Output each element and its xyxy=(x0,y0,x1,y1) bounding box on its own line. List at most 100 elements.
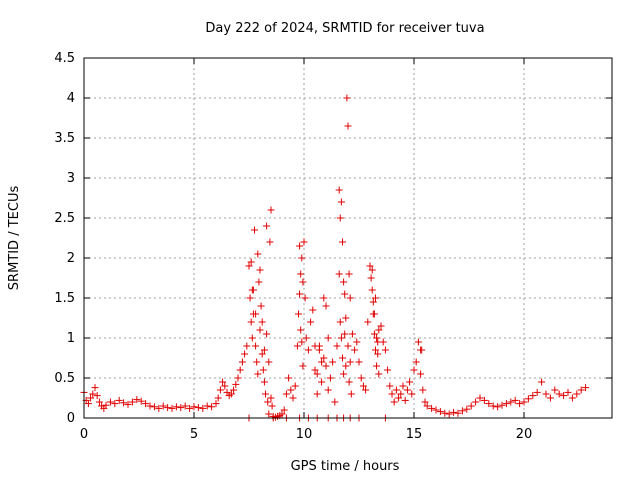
data-point xyxy=(346,358,354,366)
x-tick-label: 0 xyxy=(80,427,88,442)
data-point xyxy=(263,222,271,230)
data-point xyxy=(307,318,315,326)
data-point xyxy=(421,398,429,406)
data-point xyxy=(248,286,256,294)
data-point xyxy=(322,302,330,310)
data-point xyxy=(342,362,350,370)
data-point xyxy=(172,403,180,411)
data-point xyxy=(252,342,260,350)
y-tick-label: 1.5 xyxy=(54,291,75,306)
data-point xyxy=(476,394,484,402)
data-point xyxy=(246,294,254,302)
data-point xyxy=(436,408,444,416)
data-point xyxy=(372,346,379,354)
data-point xyxy=(357,374,365,382)
data-point xyxy=(287,386,295,394)
data-point xyxy=(529,392,537,400)
data-point xyxy=(304,346,312,354)
data-point xyxy=(494,403,502,411)
data-point xyxy=(91,384,99,392)
data-point xyxy=(111,400,119,408)
data-point xyxy=(368,286,376,294)
data-point xyxy=(340,370,348,378)
data-point xyxy=(520,398,528,406)
data-point xyxy=(263,330,271,338)
data-point xyxy=(264,398,272,406)
data-point xyxy=(573,390,581,398)
data-point xyxy=(255,278,263,286)
data-point xyxy=(93,392,101,400)
data-point xyxy=(331,398,339,406)
data-point xyxy=(300,238,308,246)
data-point xyxy=(146,402,154,410)
data-point xyxy=(538,378,546,386)
data-point xyxy=(295,310,302,318)
data-point xyxy=(335,186,343,194)
data-point xyxy=(348,330,356,338)
data-point xyxy=(555,390,563,398)
data-point xyxy=(298,338,306,346)
data-point xyxy=(315,346,323,354)
data-point xyxy=(236,366,244,374)
data-point xyxy=(260,378,268,386)
data-point xyxy=(137,397,145,405)
data-point xyxy=(343,94,351,102)
data-point xyxy=(374,350,382,358)
data-point xyxy=(546,394,554,402)
data-point xyxy=(346,294,354,302)
y-tick-label: 2 xyxy=(67,251,75,266)
data-point xyxy=(106,398,114,406)
data-point xyxy=(353,338,361,346)
data-point xyxy=(199,404,207,412)
data-point xyxy=(212,400,220,408)
data-point xyxy=(289,394,297,402)
y-axis-label: SRMTID / TECUs xyxy=(7,186,22,291)
data-point xyxy=(320,294,328,302)
data-point xyxy=(177,404,185,412)
data-point xyxy=(326,374,334,382)
data-point xyxy=(320,354,328,362)
data-point xyxy=(311,366,319,374)
data-point xyxy=(419,386,427,394)
data-point xyxy=(216,386,224,394)
data-point xyxy=(89,390,97,398)
data-point xyxy=(516,400,524,408)
data-point xyxy=(128,398,136,406)
data-point xyxy=(254,250,262,258)
x-axis-ticks: 0 5 10 15 20 xyxy=(80,58,532,442)
chart-title: Day 222 of 2024, SRMTID for receiver tuv… xyxy=(205,21,484,36)
data-point xyxy=(95,398,103,406)
data-point xyxy=(362,386,370,394)
grid-lines xyxy=(84,58,612,418)
data-point xyxy=(190,403,198,411)
data-point xyxy=(485,400,493,408)
data-point xyxy=(159,402,167,410)
data-point xyxy=(267,206,275,214)
data-point xyxy=(458,407,466,415)
data-point xyxy=(375,326,383,334)
data-point xyxy=(268,402,276,410)
y-tick-label: 1 xyxy=(67,331,75,346)
data-point xyxy=(243,342,251,350)
data-point xyxy=(203,402,211,410)
data-point xyxy=(285,374,293,382)
data-point xyxy=(388,390,396,398)
data-point xyxy=(560,392,568,400)
data-point xyxy=(384,366,392,374)
data-point xyxy=(428,404,436,412)
y-tick-label: 4.5 xyxy=(54,51,75,66)
data-point xyxy=(296,290,304,298)
data-point xyxy=(227,390,235,398)
data-point xyxy=(511,396,519,404)
data-point xyxy=(164,404,172,412)
data-point xyxy=(472,398,480,406)
data-point xyxy=(221,382,229,390)
data-point xyxy=(564,388,572,396)
x-tick-label: 15 xyxy=(406,427,423,442)
data-point xyxy=(551,386,559,394)
data-point xyxy=(454,409,462,417)
data-point xyxy=(309,306,317,314)
data-point xyxy=(324,386,332,394)
data-point xyxy=(311,342,319,350)
data-point xyxy=(115,396,123,404)
